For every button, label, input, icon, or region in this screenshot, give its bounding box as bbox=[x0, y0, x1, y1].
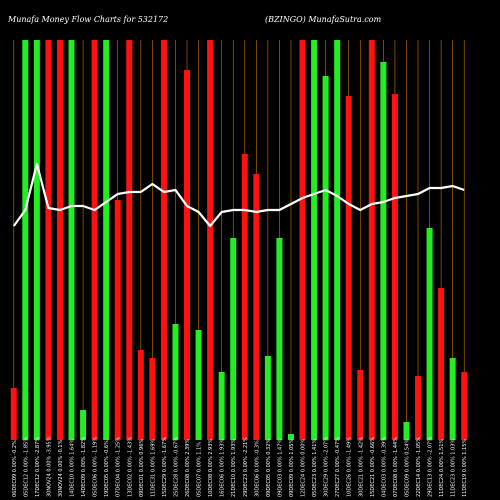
x-tick-labels: 06DEC09 0.00% -0.2% 05DEC12 0.00% -1.85% 1… bbox=[12, 436, 468, 497]
x-tick-label: 05DEC07 0.00% 1.1% bbox=[197, 442, 203, 497]
x-tick-label: 05DEC09 0.00% 0.54% bbox=[404, 439, 410, 497]
x-tick-label: 26DEC08 0.00% 2.39% bbox=[185, 439, 191, 497]
bar bbox=[45, 40, 52, 440]
bar bbox=[299, 40, 306, 440]
x-tick-label: 21DEC10 0.00% 1.93% bbox=[231, 439, 237, 497]
bar bbox=[137, 350, 144, 440]
x-tick-label: 25DEC28 0.00% -0.67% bbox=[173, 437, 179, 497]
x-tick-label: 30DEC29 0.00% -2.07% bbox=[324, 437, 330, 497]
bar bbox=[160, 40, 167, 440]
bar bbox=[218, 372, 225, 440]
bar bbox=[438, 288, 445, 440]
bar bbox=[172, 324, 179, 440]
bar bbox=[449, 358, 456, 440]
bar bbox=[91, 40, 98, 440]
bar bbox=[80, 410, 87, 440]
chart-subtitle: (BZINGO) MunafaSutra.com bbox=[265, 15, 382, 24]
x-tick-label: 29DEC13 0.00% -2.07% bbox=[428, 437, 434, 497]
x-tick-label: 05DEC23 0.00% 1.41% bbox=[312, 439, 318, 497]
bar bbox=[403, 422, 410, 440]
x-tick-label: 11DEC31 0.00% 1.69% bbox=[150, 439, 156, 497]
bar bbox=[415, 376, 422, 440]
x-tick-label: 30DEC21 0.00% -1.42% bbox=[358, 437, 364, 497]
bar bbox=[345, 96, 352, 440]
x-tick-label: 29DEC23 0.00% -2.21% bbox=[243, 437, 249, 497]
x-tick-label: 30NOV24 0.00% -3.95% bbox=[46, 436, 52, 497]
x-tick-label: 09DEC01 0.00% 0.96% bbox=[139, 439, 145, 497]
x-tick-label: 15DEC21 0.00% -0.66% bbox=[370, 437, 376, 497]
x-tick-label: 05DEC06 0.00% -1.19% bbox=[93, 437, 99, 497]
x-tick-label: 06DEC09 0.00% -0.2% bbox=[12, 440, 18, 497]
trend-line bbox=[12, 162, 465, 228]
x-tick-label: 09DEC09 0.00% 1.05% bbox=[289, 439, 295, 497]
x-tick-label: 19DEC05 0.00% -0.6% bbox=[104, 440, 110, 497]
bar bbox=[368, 40, 375, 440]
x-tick-label: 30NOV24 0.00% -0.1% bbox=[58, 439, 64, 497]
bar bbox=[426, 228, 433, 440]
x-tick-label: 13DEC02 0.00% -1.43% bbox=[127, 437, 133, 497]
bar bbox=[68, 40, 75, 440]
bar bbox=[322, 76, 329, 440]
x-tick-label: 16DEC06 0.00% 1.93% bbox=[220, 439, 226, 497]
x-tick-label: 10DEC26 0.00% -1.49% bbox=[347, 437, 353, 497]
bar bbox=[391, 94, 398, 440]
bars bbox=[10, 40, 468, 440]
bar bbox=[264, 356, 271, 440]
bar bbox=[126, 40, 133, 440]
trend-line-path bbox=[12, 162, 465, 228]
bar bbox=[114, 200, 121, 440]
x-tick-label: 09DEC03 0.00% 1.47% bbox=[277, 439, 283, 497]
bar bbox=[253, 174, 260, 440]
x-tick-label: 17DEC12 0.00% -2.87% bbox=[35, 437, 41, 497]
bar bbox=[10, 388, 17, 440]
x-tick-label: 10DEC08 0.00% 2.93% bbox=[208, 439, 214, 497]
bar bbox=[103, 40, 110, 440]
x-tick-label: 11DEC24 0.00% 1.51% bbox=[439, 439, 445, 497]
x-tick-label: 05DEC12 0.00% -1.85% bbox=[23, 437, 29, 497]
chart-title: Munafa Money Flow Charts for 532172 bbox=[8, 15, 169, 24]
bar bbox=[230, 238, 237, 440]
x-tick-label: 12DEC24 0.00% 0.00% bbox=[301, 439, 307, 497]
x-tick-label: 15DEC29 0.00% -1.67% bbox=[162, 437, 168, 497]
x-tick-label: 30DEC06 0.00% -0.3% bbox=[254, 440, 260, 497]
bar bbox=[207, 40, 214, 440]
x-tick-label: 27DEC27 0.00% -0.47% bbox=[335, 437, 341, 497]
bar bbox=[287, 434, 294, 440]
x-tick-label: 11DEC23 0.00% 1.03% bbox=[451, 439, 457, 497]
x-tick-label: 07DEC04 0.00% -1.25% bbox=[116, 437, 122, 497]
bar bbox=[311, 40, 318, 440]
x-tick-label: 22DEC14 0.00% -1.05% bbox=[416, 437, 422, 497]
x-tick-label: 11DEC19 0.00% 1.15% bbox=[462, 439, 468, 497]
x-tick-label: 14DEC09 0.00% -1.82% bbox=[81, 437, 87, 497]
bar bbox=[22, 40, 29, 440]
bar bbox=[33, 40, 40, 440]
bar bbox=[184, 70, 191, 440]
bar bbox=[276, 238, 283, 440]
x-tick-label: 09DEC05 0.00% 0.32% bbox=[266, 439, 272, 497]
bar bbox=[461, 372, 468, 440]
bar bbox=[195, 330, 202, 440]
bar bbox=[334, 40, 341, 440]
bar bbox=[380, 62, 387, 440]
bar bbox=[56, 40, 63, 440]
x-tick-label: 04DEC03 0.00% -0.39% bbox=[381, 437, 387, 497]
x-tick-label: 07DEC08 0.00% -1.44% bbox=[393, 437, 399, 497]
x-tick-label: 14DEC10 0.00% 1.64% bbox=[70, 439, 76, 497]
bar bbox=[357, 370, 364, 440]
bar bbox=[241, 154, 248, 440]
bar bbox=[149, 358, 156, 440]
